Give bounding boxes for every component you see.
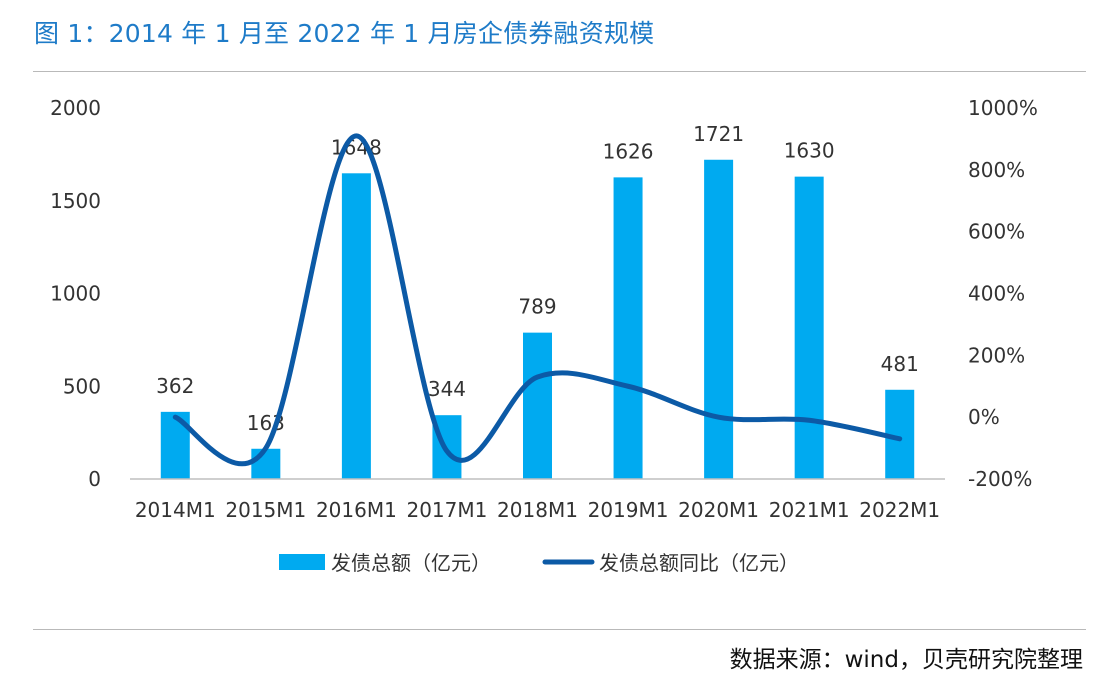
- bar-2018M1: [523, 332, 552, 479]
- bar-value-label-2018M1: 789: [518, 295, 556, 319]
- right-axis-tick-200%: 200%: [968, 343, 1025, 367]
- bar-value-label-2021M1: 1630: [784, 139, 835, 163]
- left-axis-tick-1000: 1000: [50, 282, 101, 306]
- x-axis-tick-2015M1: 2015M1: [225, 498, 306, 522]
- right-axis-tick-800%: 800%: [968, 158, 1025, 182]
- x-axis-tick-2018M1: 2018M1: [497, 498, 578, 522]
- bar-2021M1: [794, 176, 824, 479]
- legend-bar-label: 发债总额（亿元）: [331, 551, 491, 575]
- right-axis-tick-600%: 600%: [968, 220, 1025, 244]
- right-axis-tick-400%: 400%: [968, 282, 1025, 306]
- left-axis-tick-500: 500: [63, 374, 101, 398]
- right-axis-ticks: -200% 0% 200% 400% 600% 800% 1000%: [968, 96, 1038, 491]
- bar-2020M1: [704, 159, 734, 479]
- legend-bar-swatch: [279, 554, 325, 570]
- x-axis-tick-2017M1: 2017M1: [406, 498, 487, 522]
- legend: 发债总额（亿元） 发债总额同比（亿元）: [279, 551, 799, 575]
- x-axis-tick-2020M1: 2020M1: [678, 498, 759, 522]
- legend-line-label: 发债总额同比（亿元）: [599, 551, 799, 575]
- top-divider: [33, 71, 1086, 72]
- bar-value-label-2017M1: 344: [428, 377, 466, 401]
- bar-value-label-2022M1: 481: [881, 352, 919, 376]
- yoy-line-series: [172, 133, 903, 467]
- bar-2015M1: [251, 448, 281, 479]
- bar-value-label-2014M1: 362: [156, 374, 194, 398]
- bar-2016M1: [341, 173, 371, 479]
- x-axis-tick-2016M1: 2016M1: [316, 498, 397, 522]
- left-axis-tick-0: 0: [88, 467, 101, 491]
- left-axis-tick-1500: 1500: [50, 189, 101, 213]
- data-source-note: 数据来源：wind，贝壳研究院整理: [729, 647, 1083, 673]
- x-axis-tick-2014M1: 2014M1: [135, 498, 216, 522]
- left-axis-tick-2000: 2000: [50, 96, 101, 120]
- x-axis-tick-2022M1: 2022M1: [859, 498, 940, 522]
- x-axis-tick-2021M1: 2021M1: [769, 498, 850, 522]
- left-axis-ticks: 0 500 1000 1500 2000: [50, 96, 101, 491]
- bar-value-label-2020M1: 1721: [693, 122, 744, 146]
- x-axis-tick-2019M1: 2019M1: [588, 498, 669, 522]
- chart-title: 图 1：2014 年 1 月至 2022 年 1 月房企债券融资规模: [34, 19, 655, 48]
- bar-value-label-2019M1: 1626: [603, 139, 654, 163]
- right-axis-tick--200%: -200%: [968, 467, 1032, 491]
- bar-2019M1: [613, 177, 643, 479]
- right-axis-tick-1000%: 1000%: [968, 96, 1038, 120]
- x-axis-ticks: 2014M1 2015M1 2016M1 2017M1 2018M1 2019M1 2020…: [135, 498, 940, 522]
- right-axis-tick-0%: 0%: [968, 405, 1000, 429]
- bottom-divider: [33, 629, 1086, 630]
